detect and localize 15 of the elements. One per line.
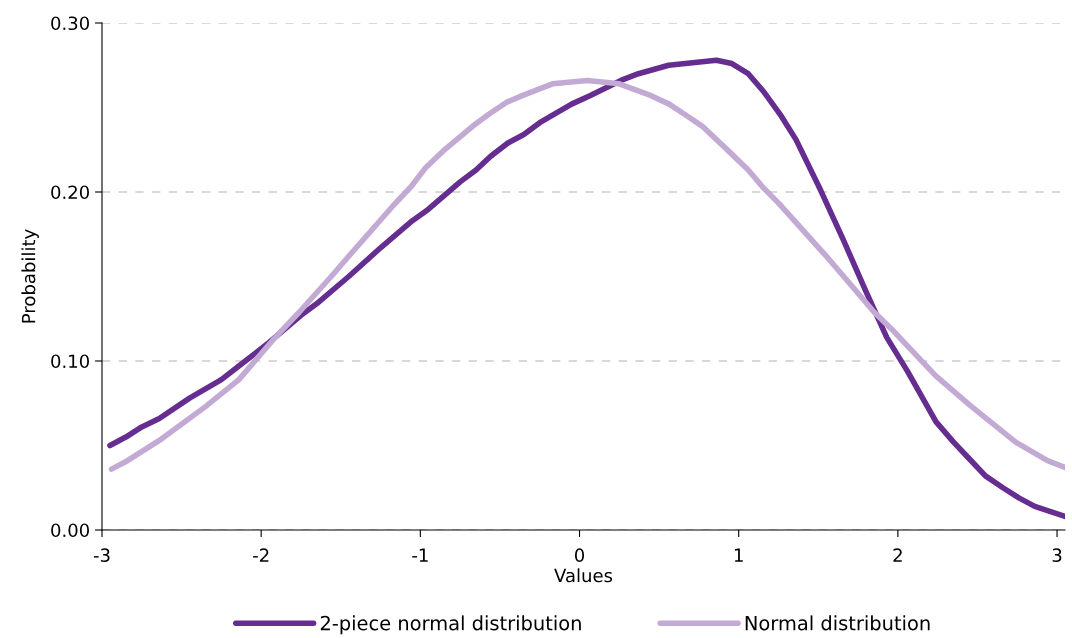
legend-label: Normal distribution — [745, 615, 930, 631]
x-tick-label: -1 — [412, 548, 428, 562]
x-tick-label: 1 — [734, 548, 743, 562]
y-tick-label: 0.10 — [51, 354, 89, 369]
x-tick-label: 0 — [574, 548, 585, 563]
x-tick-label: 2 — [893, 548, 902, 562]
y-tick-label: 0.00 — [51, 523, 89, 538]
y-axis-title: Probability — [21, 229, 39, 323]
y-tick-label: 0.20 — [51, 185, 89, 200]
x-tick-label: -3 — [93, 548, 110, 563]
legend-label: 2-piece normal distribution — [320, 615, 581, 635]
y-tick-label: 0.30 — [51, 16, 89, 31]
x-axis-title: Values — [554, 568, 613, 583]
x-tick-label: -2 — [253, 548, 269, 562]
x-tick-label: 3 — [1052, 548, 1062, 563]
